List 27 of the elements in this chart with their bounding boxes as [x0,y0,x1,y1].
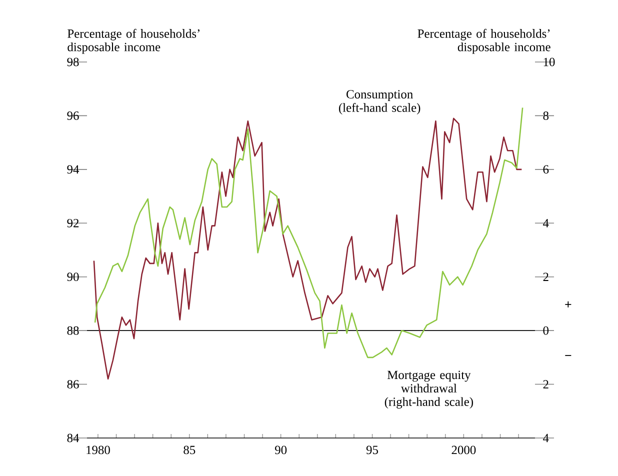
x-tick-label: 2000 [452,446,476,454]
text: + [565,301,572,308]
y-tick-label: 92 [67,218,79,228]
y-tick-label: 98 [67,58,79,66]
y-tick-label: 88 [67,326,79,335]
x-tick-label: 95 [366,446,378,454]
text: − [565,355,572,356]
y-tick-label: 96 [67,112,79,120]
y2-tick-label: 8 [543,112,549,120]
y-tick-label: 90 [67,272,79,282]
series-label: Mortgage equity withdrawal (right-hand scale) [384,370,474,409]
y2-tick-label: 6 [543,165,549,174]
y2-tick-label: 4 [543,219,549,228]
y2-tick-label: 4 [543,434,549,442]
y-tick-label: 84 [67,434,80,442]
y2-tick-label: 0 [543,326,549,335]
x-tick-label: 1980 [86,446,110,454]
y2-tick-label: 2 [543,380,548,388]
y2-tick-label: 2 [543,272,548,281]
y-axis-title: Percentage of households’ disposable income [68,28,200,54]
y-tick-label: 94 [67,165,80,174]
x-tick-label: 85 [184,446,196,454]
y-tick-label: 86 [67,380,79,388]
series-label: Consumption (left-hand scale) [338,90,420,114]
y2-tick-label: 10 [544,58,555,66]
y2-axis-title: Percentage of households’ disposable income [418,28,550,54]
x-tick-label: 90 [275,446,287,454]
